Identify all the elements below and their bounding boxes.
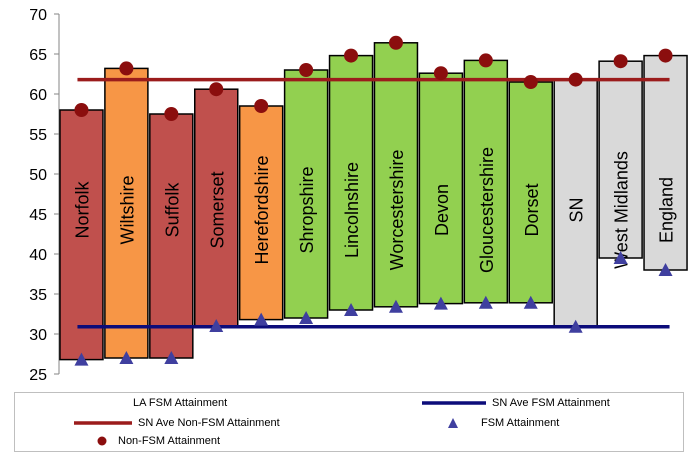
legend-swatch-fsm [448,418,458,428]
legend-label-nonfsm: Non-FSM Attainment [118,435,221,447]
y-tick-label: 25 [29,367,47,384]
fsm-marker-devon [433,296,448,310]
legend-label-sn-fsm: SN Ave FSM Attainment [492,397,610,409]
bar-label-england: England [657,177,677,243]
y-axis: 25 30 35 40 45 50 55 60 65 70 [29,7,60,384]
nonfsm-marker-west-midlands [613,54,628,69]
y-tick-label: 50 [29,167,47,184]
legend-swatch-sn-fsm [422,401,486,405]
bar-label-norfolk: Norfolk [72,180,92,238]
nonfsm-marker-herefordshire [254,99,269,113]
legend-label-la-fsm: LA FSM Attainment [133,397,228,409]
y-tick-label: 35 [29,287,47,304]
legend-swatch-nonfsm [97,436,107,446]
nonfsm-marker-dorset [523,75,538,89]
bar-label-dorset: Dorset [522,183,542,236]
nonfsm-marker-suffolk [164,107,179,121]
bar-label-wiltshire: Wiltshire [117,175,137,244]
nonfsm-marker-lincolnshire [344,48,359,63]
bar-sn [553,78,598,328]
bar-dorset [508,81,553,304]
nonfsm-marker-england [658,48,673,63]
chart: 25 30 35 40 45 50 55 60 65 70 Norfolk Wiltshire Suf… [29,7,688,384]
fsm-marker-dorset [523,295,538,309]
fsm-marker-lincolnshire [344,303,359,316]
bar-norfolk [59,109,104,361]
y-tick-label: 65 [29,47,47,64]
bar-herefordshire [238,105,284,321]
bar-label-gloucestershire: Gloucestershire [477,147,497,273]
y-tick-label: 30 [29,327,47,344]
bar-label-devon: Devon [432,184,452,236]
nonfsm-marker-devon [433,66,448,81]
legend-item-fsm: FSM Attainment [447,415,559,431]
fsm-marker-west-midlands [613,251,628,264]
nonfsm-marker-sn [568,72,583,87]
y-tick-label: 55 [29,127,47,144]
bar-gloucestershire [463,59,509,304]
legend-item-sn-nonfsm: SN Ave Non-FSM Attainment [74,415,280,431]
bar-label-suffolk: Suffolk [162,182,182,238]
fsm-marker-gloucestershire [478,295,493,309]
legend-item-sn-fsm: SN Ave FSM Attainment [422,395,610,411]
fsm-marker-somerset [209,319,224,332]
bar-wiltshire [104,67,149,359]
fsm-marker-norfolk [74,352,89,366]
fsm-marker-shropshire [299,311,314,324]
bar-label-worcestershire: Worcestershire [387,150,407,271]
nonfsm-marker-norfolk [74,103,89,117]
fsm-marker-suffolk [164,351,179,364]
nonfsm-marker-gloucestershire [478,53,493,68]
bar-label-lincolnshire: Lincolnshire [342,162,362,258]
bar-suffolk [149,113,194,359]
nonfsm-marker-somerset [209,82,224,97]
y-tick-label: 40 [29,247,47,264]
nonfsm-marker-wiltshire [119,61,134,76]
bar-label-west-midlands: West Midlands [612,151,632,269]
legend-item-la-fsm: LA FSM Attainment [133,395,227,411]
legend-label-fsm: FSM Attainment [481,417,560,429]
bar-label-sn: SN [567,197,587,222]
legend-item-nonfsm: Non-FSM Attainment [96,433,220,449]
bar-label-shropshire: Shropshire [297,166,317,253]
legend: LA FSM Attainment SN Ave FSM Attainment … [14,392,684,452]
fsm-marker-sn [568,319,583,333]
nonfsm-marker-worcestershire [388,35,403,50]
bar-west-midlands [598,60,643,259]
y-tick-label: 70 [29,7,47,24]
nonfsm-marker-shropshire [299,63,314,77]
legend-label-sn-nonfsm: SN Ave Non-FSM Attainment [138,417,280,429]
markers [74,35,673,366]
bar-somerset [194,88,239,327]
fsm-marker-herefordshire [254,312,269,326]
fsm-marker-wiltshire [119,351,134,364]
y-tick-label: 60 [29,87,47,104]
fsm-marker-england [658,263,673,276]
legend-swatch-sn-nonfsm [74,421,132,425]
fsm-marker-worcestershire [388,299,403,313]
bar-label-herefordshire: Herefordshire [252,155,272,264]
y-tick-label: 45 [29,207,47,224]
bar-label-somerset: Somerset [207,171,227,248]
bars: Norfolk Wiltshire Suffolk Somerset Herefords… [59,42,688,361]
